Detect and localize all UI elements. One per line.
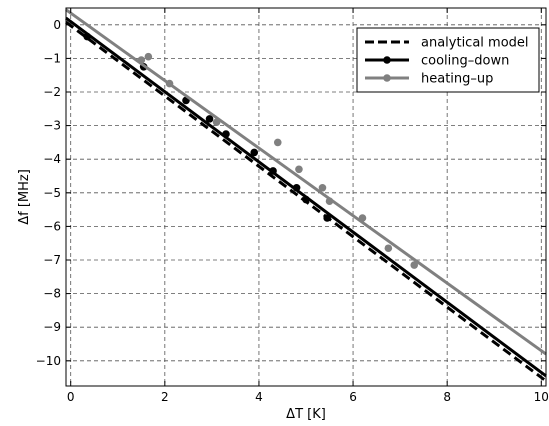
y-tick-label: −2 xyxy=(43,85,61,99)
heating-up-point xyxy=(325,197,334,205)
y-tick-label: −3 xyxy=(43,119,61,133)
plot-frame xyxy=(65,7,547,387)
series-layer xyxy=(65,8,547,383)
heating-up-point xyxy=(273,138,282,147)
legend-label-cooling-down: cooling–down xyxy=(421,54,509,69)
x-tick-label: 4 xyxy=(255,390,263,404)
cooling-down-point xyxy=(222,130,230,138)
heating-up-point xyxy=(358,214,367,222)
y-axis-label: Δf [MHz] xyxy=(17,169,32,225)
heating-up-point xyxy=(165,79,174,88)
y-tick-label: −9 xyxy=(43,320,61,334)
heating-up-point xyxy=(384,244,393,253)
x-tick-label: 2 xyxy=(161,390,169,404)
heating-up-point xyxy=(137,56,146,64)
x-tick-label: 0 xyxy=(67,390,75,404)
y-tick-label: −5 xyxy=(43,186,61,200)
heating-up-point xyxy=(318,183,327,192)
y-tick-label: −7 xyxy=(43,253,61,267)
y-tick-label: −8 xyxy=(43,287,61,301)
x-tick-label: 10 xyxy=(534,390,549,404)
cooling-down-point xyxy=(205,115,214,123)
heating-up-point xyxy=(212,118,221,127)
y-tick-label: −6 xyxy=(43,219,61,233)
heating-up-point xyxy=(410,261,419,269)
x-tick-label: 6 xyxy=(349,390,357,404)
legend-marker-cooling-down xyxy=(383,56,391,64)
cooling-down-point xyxy=(269,167,277,175)
y-tick-label: −4 xyxy=(43,152,61,166)
heating-up-fit-line xyxy=(65,8,547,356)
y-tick-label: −1 xyxy=(43,51,61,65)
x-tick-label: 8 xyxy=(443,390,451,404)
cooling-down-point xyxy=(83,32,91,41)
y-tick-label: 0 xyxy=(53,18,61,32)
axis-ticks: 0 2 4 6 8 10 0 −1 −2 −3 −4 −5 −6 −7 −8 −9 −10 xyxy=(36,8,549,404)
heating-up-point xyxy=(144,52,153,61)
cooling-down-point xyxy=(302,195,310,204)
heating-up-point xyxy=(295,165,303,174)
x-axis-label: ΔT [K] xyxy=(286,407,326,422)
legend-label-heating-up: heating–up xyxy=(421,72,493,87)
legend-marker-heating-up xyxy=(383,74,391,82)
cooling-down-point xyxy=(292,183,301,192)
legend: analytical model cooling–down heating–up xyxy=(356,27,540,93)
cooling-down-point xyxy=(250,148,259,157)
y-tick-label: −10 xyxy=(36,354,61,368)
legend-label-analytical-model: analytical model xyxy=(421,36,529,51)
cooling-down-point xyxy=(323,214,331,222)
